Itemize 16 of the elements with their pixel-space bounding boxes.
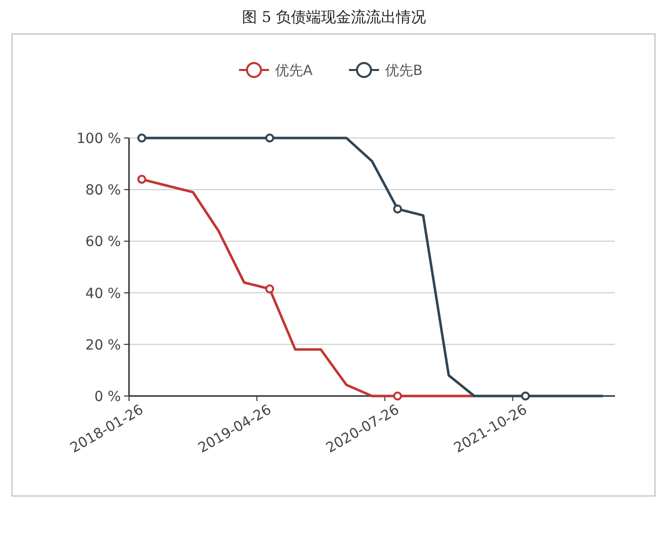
point bbox=[393, 204, 402, 214]
y-tick-label: 20 % bbox=[85, 337, 121, 354]
legend-label: 优先A bbox=[275, 63, 313, 79]
point bbox=[520, 392, 530, 400]
y-tick-label: 40 % bbox=[85, 286, 121, 302]
y-tick-label: 80 % bbox=[85, 182, 121, 199]
y-tick-label: 100 % bbox=[76, 131, 121, 147]
legend-label: 优先B bbox=[385, 63, 423, 79]
chart-title: 图 5 负债端现金流流出情况 bbox=[242, 8, 426, 26]
y-tick-label: 0 % bbox=[94, 389, 121, 405]
point bbox=[265, 134, 274, 142]
point bbox=[137, 134, 146, 142]
y-tick-label: 60 % bbox=[85, 234, 121, 250]
point bbox=[393, 392, 402, 400]
point bbox=[265, 284, 274, 294]
point bbox=[137, 174, 146, 184]
